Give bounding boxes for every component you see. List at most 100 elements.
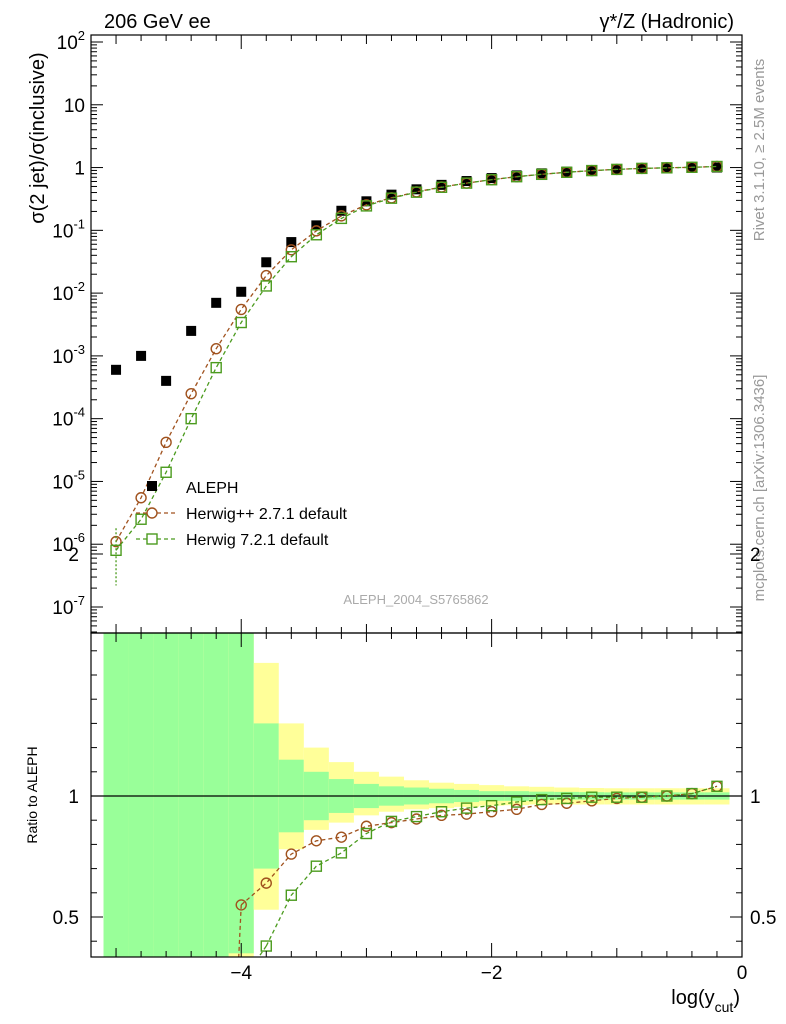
header-right: γ*/Z (Hadronic) [600, 11, 734, 33]
tick-base: 10 [52, 221, 73, 242]
herwig7-point [586, 164, 598, 177]
main-y-tick-label: 10-6 [52, 530, 85, 556]
tick-exponent: -2 [73, 279, 85, 294]
legend-marker-aleph [147, 481, 157, 491]
herwig7-point [460, 177, 473, 189]
herwig7-point [561, 166, 573, 179]
herwig7-point [636, 162, 648, 175]
ratio-y-tick-label-right: 0.5 [750, 908, 776, 929]
ratio-herwig7-point [535, 793, 548, 806]
ratio-herwigpp-tail [238, 904, 242, 958]
ratio-band-layer [91, 633, 742, 957]
ratio-herwig7-point [485, 799, 498, 812]
ratio-herwig7-point [711, 780, 723, 793]
ratio-herwig7-point [611, 791, 623, 803]
ratio-herwig7-point [586, 791, 598, 803]
ratio-herwigpp-point [285, 848, 298, 860]
main-series-layer [110, 160, 723, 586]
x-axis-label: log(ycut) [671, 987, 740, 1015]
main-y-tick-label: 10-2 [52, 279, 85, 305]
legend-label-herwigpp: Herwig++ 2.7.1 default [186, 506, 348, 523]
herwig7-point [135, 513, 147, 525]
aleph-data-point [386, 189, 397, 200]
aleph-data-point [111, 364, 122, 375]
tick-base: 10 [52, 472, 73, 493]
herwig7-point [385, 192, 398, 204]
aleph-data-point [511, 170, 522, 181]
herwigpp-point [260, 269, 272, 282]
ratio-herwigpp-point [335, 831, 348, 843]
ratio-y-tick-label: 2 [68, 545, 79, 566]
ratio-herwig7-line [265, 785, 718, 947]
main-y-tick-label: 102 [57, 28, 85, 54]
herwig7-line [115, 165, 718, 551]
band-inner-bin [153, 633, 179, 957]
legend-label-herwig7: Herwig 7.2.1 default [186, 532, 329, 549]
tick-exponent: -6 [73, 530, 85, 545]
legend-marker-herwig7 [146, 533, 158, 545]
ratio-herwig7-point [460, 802, 473, 814]
ratio-herwigpp-line [240, 785, 718, 906]
ratio-herwig7-point [410, 810, 423, 823]
ratio-herwig7-point [510, 796, 523, 808]
main-y-tick-label: 10-3 [52, 342, 85, 368]
herwig7-point [611, 163, 623, 176]
main-ylabel: σ(2 jet)/σ(inclusive) [27, 52, 49, 223]
x-tick-label: 0 [737, 963, 748, 984]
ratio-y-tick-label: 1 [68, 787, 79, 808]
main-y-tick-label: 10-5 [52, 467, 85, 493]
main-y-tick-label: 1 [74, 159, 85, 180]
legend-label-aleph: ALEPH [186, 480, 238, 497]
band-inner-bin [178, 633, 204, 957]
ratio-herwigpp-point [510, 803, 523, 816]
herwig7-point [485, 174, 498, 186]
header-left: 206 GeV ee [104, 11, 211, 33]
herwig7-point [310, 229, 323, 241]
legend-marker-herwigpp [146, 507, 158, 519]
herwig7-point [260, 280, 272, 292]
tick-exponent: -1 [73, 216, 85, 231]
ratio-herwigpp-point [260, 877, 272, 889]
ratio-herwig7-point [335, 847, 348, 859]
ratio-y-tick-label-right: 2 [750, 545, 761, 566]
aleph-data-point [186, 325, 197, 336]
ratio-herwig7-point [686, 787, 698, 800]
herwig7-point [360, 200, 373, 212]
herwig7-point [235, 316, 247, 329]
ratio-herwig7-point [285, 889, 298, 901]
band-inner-bin [103, 633, 129, 957]
aleph-data-point [411, 184, 422, 195]
tick-exponent: -4 [73, 405, 85, 420]
ratio-herwigpp-point [485, 806, 498, 818]
analysis-watermark: ALEPH_2004_S5765862 [343, 592, 488, 607]
herwig7-point [661, 162, 673, 174]
ratio-herwig7-tail [258, 945, 267, 958]
ratio-herwig7-point [661, 790, 673, 802]
legend: ALEPH Herwig++ 2.7.1 default Herwig 7.2.… [136, 480, 348, 549]
aleph-data-point [136, 350, 147, 361]
ratio-herwig7-point [561, 792, 573, 805]
aleph-data-point [261, 257, 272, 268]
herwigpp-point [210, 343, 222, 355]
tick-exponent: -7 [73, 593, 85, 608]
rivet-label: Rivet 3.1.10, ≥ 2.5M events [751, 59, 768, 242]
herwig7-point [535, 168, 548, 181]
tick-base: 10 [57, 33, 78, 54]
tick-exponent: 2 [78, 28, 85, 43]
tick-base: 10 [52, 284, 73, 305]
ratio-y-tick-label: 0.5 [53, 908, 79, 929]
aleph-data-point [461, 176, 472, 187]
herwig7-point [410, 186, 423, 198]
ratio-herwigpp-point [310, 835, 323, 847]
tick-exponent: -3 [73, 342, 85, 357]
herwig7-point [185, 412, 197, 425]
herwig7-point [335, 212, 348, 225]
aleph-data-point [486, 173, 497, 184]
tick-base: 10 [52, 347, 73, 368]
aleph-data-point [236, 286, 247, 297]
ratio-herwigpp-point [360, 820, 373, 832]
band-inner-bin [203, 633, 229, 957]
aleph-data-point [286, 237, 297, 248]
